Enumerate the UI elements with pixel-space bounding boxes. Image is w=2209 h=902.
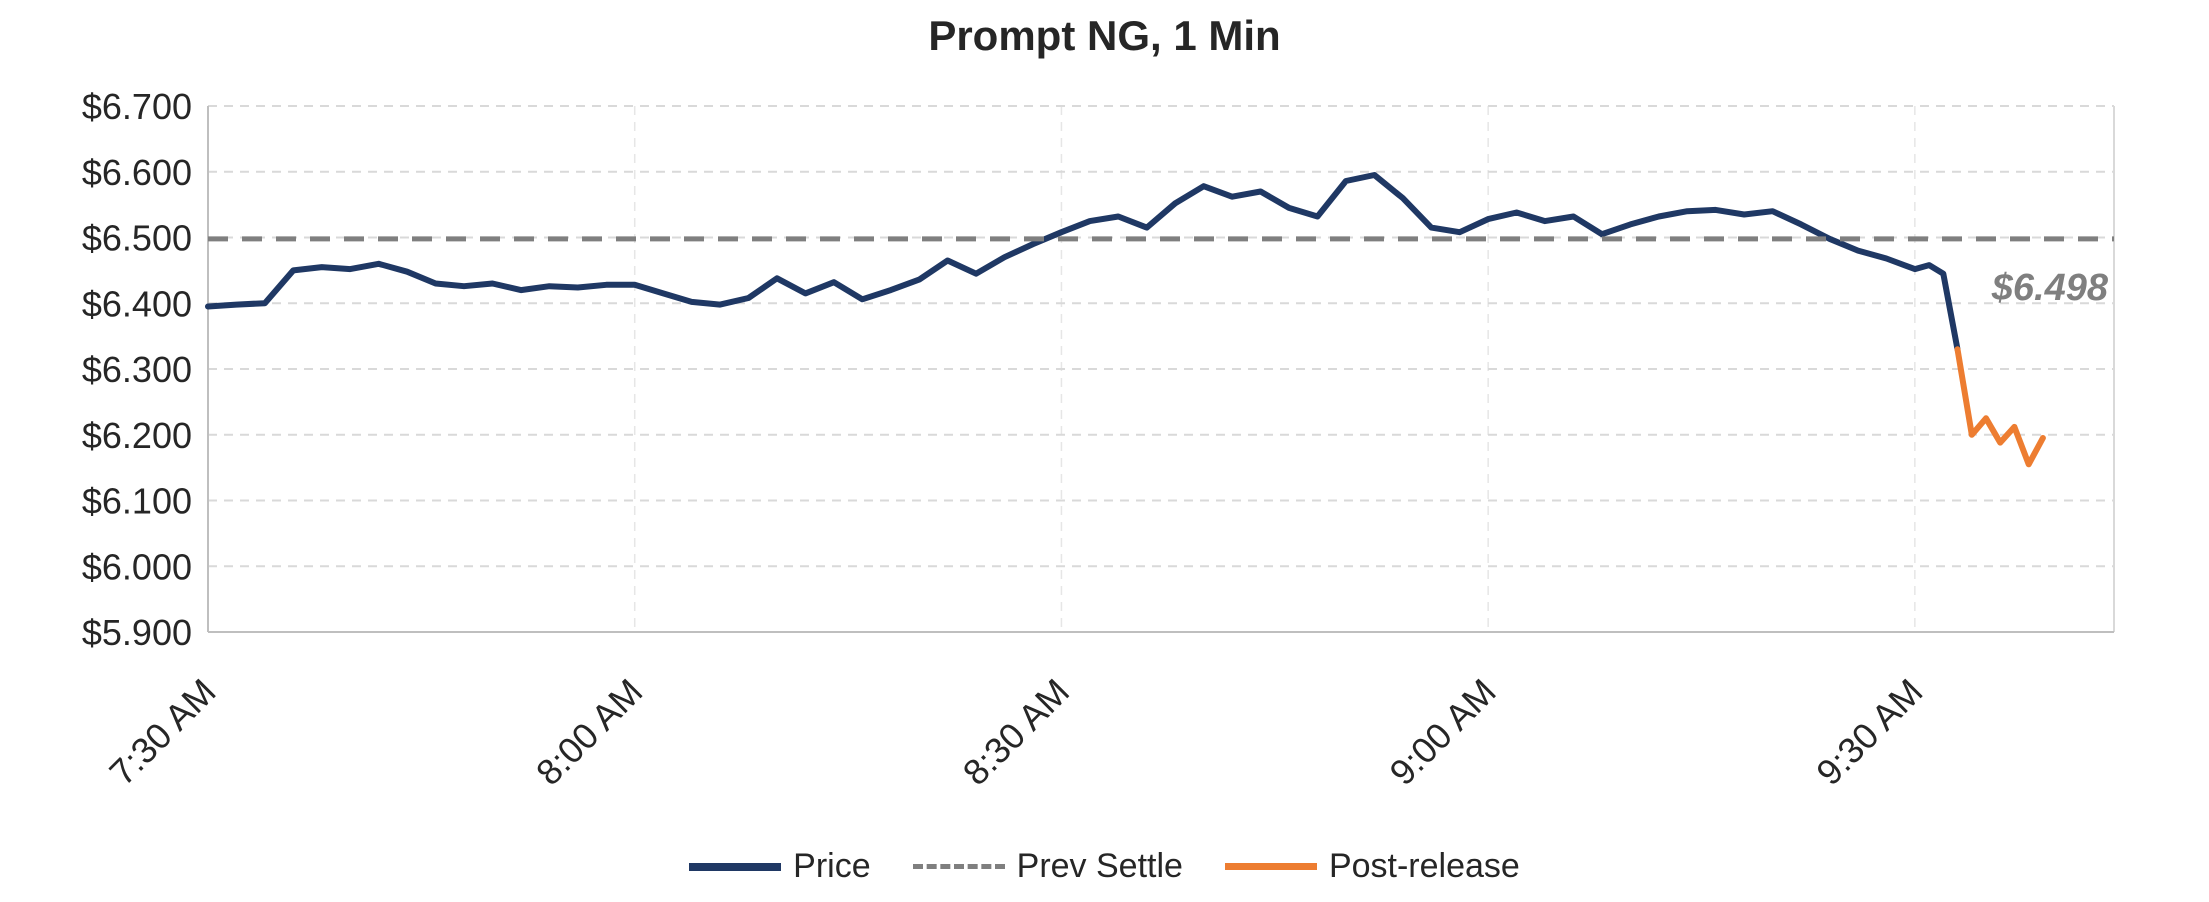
legend-label-prev-settle: Prev Settle [1016,847,1183,885]
price-line [205,172,1961,353]
post-release-line-swatch [1224,863,1317,870]
y-axis-tick-label: $6.200 [82,415,192,456]
x-axis-tick-label: 8:00 AM [528,671,650,793]
prev-settle-annotation: $6.498 [1991,267,2109,309]
chart-title: Prompt NG, 1 Min [928,12,1281,59]
x-axis-tick-label: 8:30 AM [955,671,1077,793]
y-axis-tick-label: $6.700 [82,86,192,127]
y-axis-tick-label: $6.500 [82,218,192,259]
legend-item-prev-settle: Prev Settle [912,847,1183,886]
price-line-swatch [689,862,782,871]
legend-item-price: Price [689,847,871,886]
y-axis-tick-label: $6.400 [82,283,192,324]
post-release-line [1954,346,2046,468]
prev-settle-line-swatch [912,864,1005,869]
y-axis-tick-label: $6.100 [82,481,192,522]
y-axis-tick-label: $6.600 [82,152,192,193]
legend: Price Prev Settle Post-release [0,847,2209,886]
legend-item-post-release: Post-release [1224,847,1520,886]
x-axis-tick-label: 7:30 AM [101,671,223,793]
y-axis-tick-label: $6.000 [82,546,192,587]
x-axis-tick-label: 9:00 AM [1381,671,1503,793]
y-axis-tick-label: $5.900 [82,612,192,653]
x-axis-tick-label: 9:30 AM [1808,671,1930,793]
legend-label-price: Price [793,847,871,885]
legend-label-post-release: Post-release [1328,847,1520,885]
y-axis-tick-label: $6.300 [82,349,192,390]
